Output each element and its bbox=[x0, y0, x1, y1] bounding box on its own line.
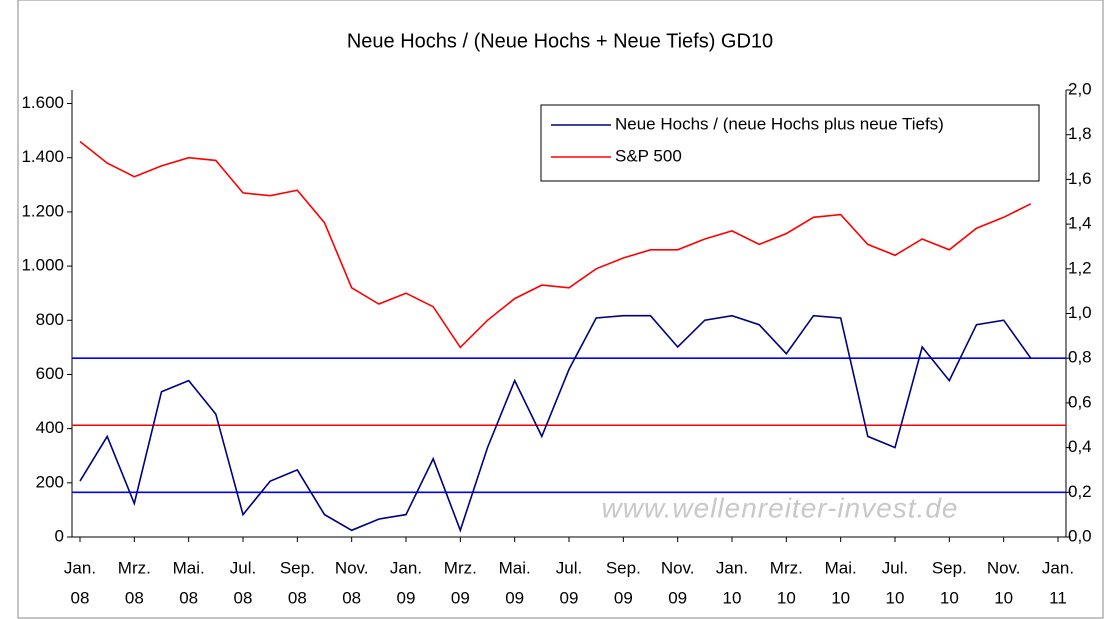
y2-tick-label: 1,0 bbox=[1068, 303, 1092, 322]
x-tick-label: Mai. bbox=[173, 558, 205, 577]
x-tick-year: 08 bbox=[71, 588, 90, 607]
y-tick-label: 1.000 bbox=[21, 256, 64, 275]
y-tick-label: 400 bbox=[36, 418, 64, 437]
y-tick-label: 600 bbox=[36, 364, 64, 383]
y-tick-label: 200 bbox=[36, 472, 64, 491]
x-tick-year: 08 bbox=[125, 588, 144, 607]
y2-tick-label: 0,6 bbox=[1068, 392, 1092, 411]
x-tick-label: Mrz. bbox=[444, 558, 477, 577]
x-tick-label: Jul. bbox=[230, 558, 256, 577]
y2-tick-label: 1,4 bbox=[1068, 214, 1092, 233]
x-tick-year: 11 bbox=[1049, 588, 1067, 607]
x-tick-label: Sep. bbox=[606, 558, 641, 577]
chart-title: Neue Hochs / (Neue Hochs + Neue Tiefs) G… bbox=[347, 30, 773, 52]
x-tick-year: 08 bbox=[234, 588, 253, 607]
x-tick-year: 10 bbox=[886, 588, 905, 607]
x-tick-label: Jul. bbox=[882, 558, 908, 577]
x-tick-label: Jan. bbox=[716, 558, 748, 577]
x-tick-year: 10 bbox=[777, 588, 796, 607]
y2-tick-label: 0,2 bbox=[1068, 482, 1092, 501]
x-tick-label: Sep. bbox=[932, 558, 967, 577]
x-tick-year: 08 bbox=[342, 588, 361, 607]
y2-tick-label: 2,0 bbox=[1068, 79, 1092, 98]
x-tick-label: Mrz. bbox=[770, 558, 803, 577]
x-tick-year: 09 bbox=[451, 588, 470, 607]
watermark: www.wellenreiter-invest.de bbox=[602, 492, 959, 523]
series-line bbox=[79, 140, 1032, 349]
x-tick-year: 09 bbox=[505, 588, 524, 607]
x-tick-label: Nov. bbox=[987, 558, 1021, 577]
y2-tick-label: 0,0 bbox=[1068, 526, 1092, 545]
x-tick-year: 09 bbox=[397, 588, 416, 607]
y-tick-label: 0 bbox=[55, 526, 64, 545]
y2-tick-label: 1,8 bbox=[1068, 124, 1092, 143]
x-tick-label: Mai. bbox=[499, 558, 531, 577]
x-tick-year: 09 bbox=[560, 588, 579, 607]
legend-label: S&P 500 bbox=[615, 146, 682, 165]
x-tick-label: Sep. bbox=[280, 558, 315, 577]
x-tick-label: Nov. bbox=[335, 558, 369, 577]
legend-box bbox=[540, 104, 1040, 182]
x-tick-year: 10 bbox=[994, 588, 1013, 607]
y-tick-label: 800 bbox=[36, 310, 64, 329]
x-tick-year: 10 bbox=[940, 588, 959, 607]
x-tick-year: 09 bbox=[668, 588, 687, 607]
y-tick-label: 1.200 bbox=[21, 201, 64, 220]
chart-border bbox=[17, 0, 1104, 619]
y-tick-label: 1.400 bbox=[21, 147, 64, 166]
x-tick-label: Mrz. bbox=[118, 558, 151, 577]
x-tick-year: 10 bbox=[723, 588, 742, 607]
y2-tick-label: 0,8 bbox=[1068, 348, 1092, 367]
x-tick-label: Jan. bbox=[390, 558, 422, 577]
series-line bbox=[79, 314, 1032, 533]
legend-label: Neue Hochs / (neue Hochs plus neue Tiefs… bbox=[615, 114, 944, 133]
x-tick-label: Jan. bbox=[1042, 558, 1074, 577]
x-tick-label: Jul. bbox=[556, 558, 582, 577]
y2-tick-label: 0,4 bbox=[1068, 437, 1092, 456]
x-tick-year: 10 bbox=[831, 588, 850, 607]
x-tick-year: 08 bbox=[179, 588, 198, 607]
y2-tick-label: 1,6 bbox=[1068, 169, 1092, 188]
x-tick-label: Jan. bbox=[64, 558, 96, 577]
y-tick-label: 1.600 bbox=[21, 93, 64, 112]
x-tick-label: Mai. bbox=[825, 558, 857, 577]
x-tick-label: Nov. bbox=[661, 558, 695, 577]
y2-tick-label: 1,2 bbox=[1068, 258, 1092, 277]
x-tick-year: 09 bbox=[614, 588, 633, 607]
x-tick-year: 08 bbox=[288, 588, 307, 607]
